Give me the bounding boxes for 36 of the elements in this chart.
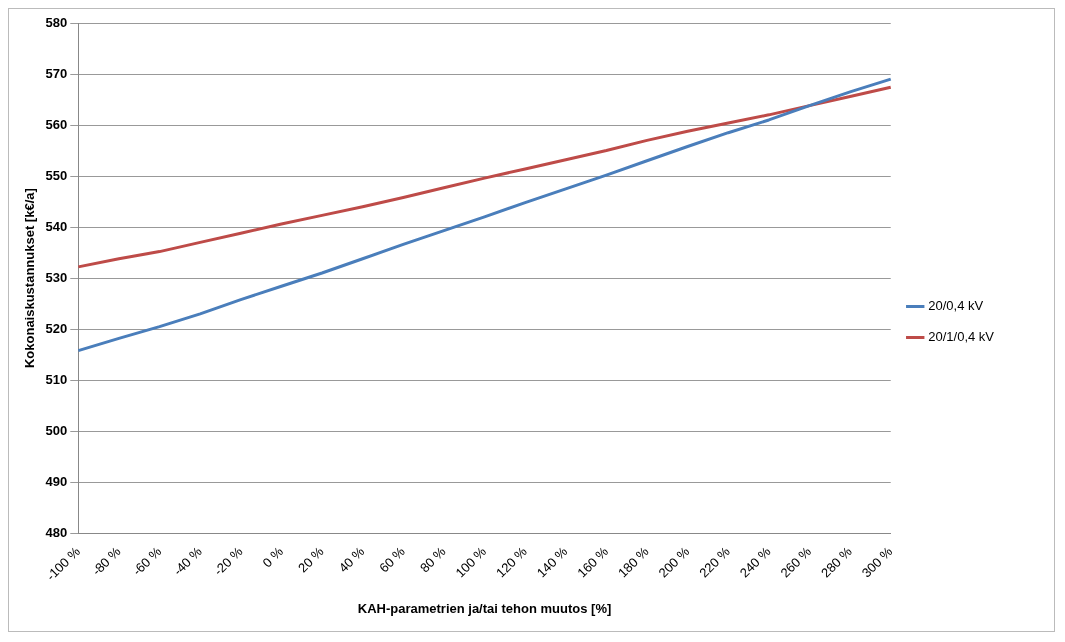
y-tick-label: 490 xyxy=(45,473,68,489)
y-tick-label: 530 xyxy=(45,269,68,285)
x-tick-label: 300 % xyxy=(858,543,896,581)
y-tick-label: 500 xyxy=(45,422,68,438)
legend-label: 20/1/0,4 kV xyxy=(928,329,995,345)
y-tick-label: 510 xyxy=(45,371,68,387)
x-tick-label: 240 % xyxy=(736,543,774,581)
legend-label: 20/0,4 kV xyxy=(928,298,984,314)
x-tick-label: 280 % xyxy=(818,543,856,581)
x-tick-label: -40 % xyxy=(170,543,206,579)
x-tick-label: -20 % xyxy=(210,543,246,579)
x-tick-label: -80 % xyxy=(88,543,124,579)
y-tick-label: 580 xyxy=(45,14,68,30)
y-tick-label: 570 xyxy=(45,65,68,81)
x-tick-label: 160 % xyxy=(574,543,612,581)
x-tick-label: 0 % xyxy=(259,543,287,571)
y-tick-label: 550 xyxy=(45,167,68,183)
x-tick-label: 180 % xyxy=(614,543,652,581)
y-tick-label: 520 xyxy=(45,320,68,336)
x-tick-label: 220 % xyxy=(696,543,734,581)
y-tick-label: 540 xyxy=(45,218,68,234)
x-tick-label: 40 % xyxy=(335,543,368,576)
x-tick-label: -100 % xyxy=(43,543,84,584)
x-tick-label: 140 % xyxy=(533,543,571,581)
x-tick-label: -60 % xyxy=(129,543,165,579)
x-tick-label: 80 % xyxy=(416,543,449,576)
x-axis-title: KAH-parametrien ja/tai tehon muutos [%] xyxy=(357,600,612,616)
x-tick-label: 120 % xyxy=(493,543,531,581)
x-tick-label: 260 % xyxy=(777,543,815,581)
x-tick-label: 200 % xyxy=(655,543,693,581)
x-tick-label: 60 % xyxy=(376,543,409,576)
y-tick-label: 560 xyxy=(45,116,68,132)
x-tick-label: 100 % xyxy=(452,543,490,581)
y-axis-title: Kokonaiskustannukset [k€/a] xyxy=(22,188,38,369)
y-tick-label: 480 xyxy=(45,524,68,540)
x-tick-label: 20 % xyxy=(295,543,327,576)
